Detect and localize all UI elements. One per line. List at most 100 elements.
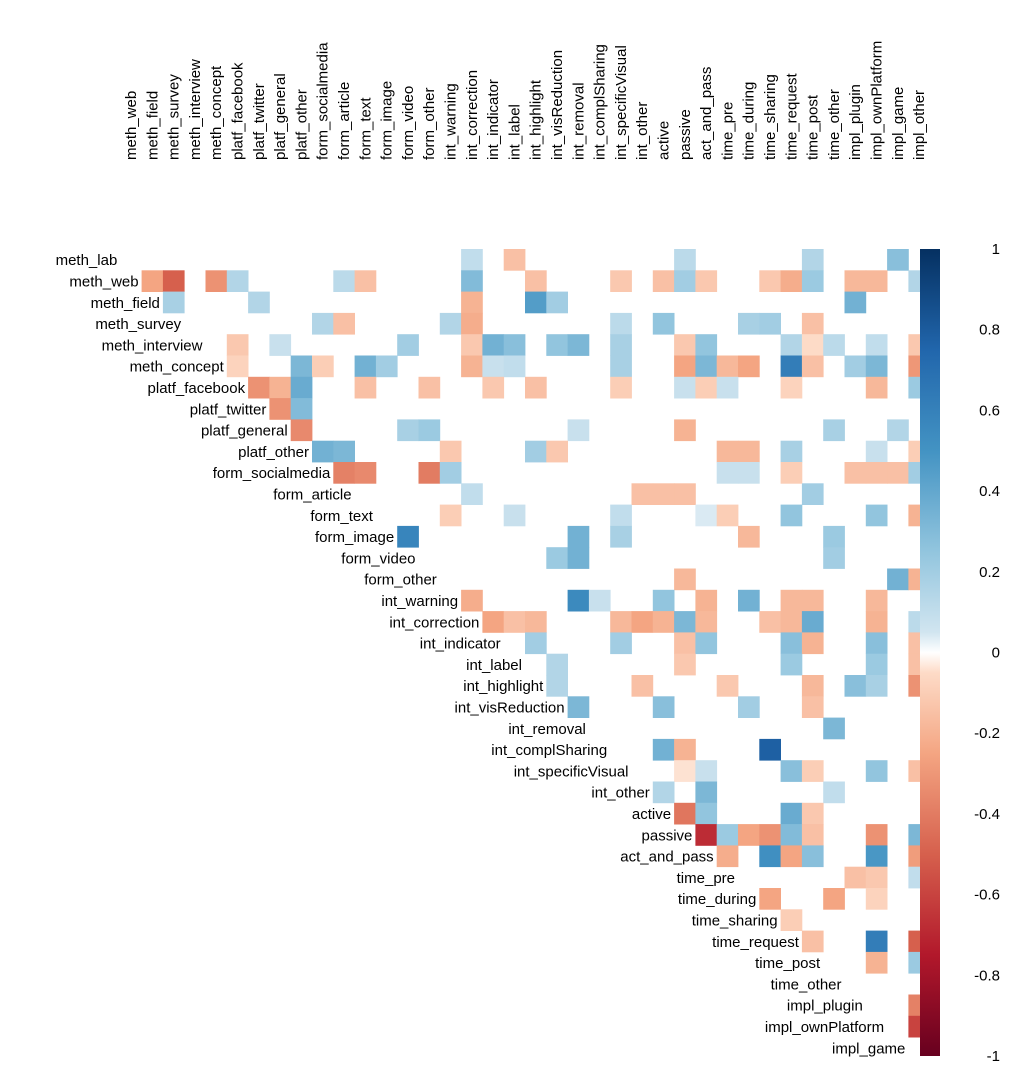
row-label: int_warning xyxy=(381,593,458,610)
heatmap-cell xyxy=(865,462,888,484)
legend-tick-label: 1 xyxy=(992,241,1000,258)
heatmap-cell xyxy=(738,355,760,378)
column-label: form_video xyxy=(400,86,417,160)
legend-tick-label: -1 xyxy=(987,1048,1000,1065)
heatmap-cell xyxy=(780,845,803,868)
heatmap-cell xyxy=(226,334,249,356)
heatmap-cell xyxy=(865,888,888,910)
heatmap-cell xyxy=(610,334,632,356)
heatmap-cell xyxy=(865,675,888,697)
row-label: form_image xyxy=(315,529,394,546)
column-label: form_image xyxy=(379,81,396,160)
column-label: form_text xyxy=(357,97,374,160)
heatmap-cell xyxy=(567,696,590,718)
heatmap-cell xyxy=(780,355,803,378)
heatmap-cell xyxy=(865,866,888,889)
heatmap-cell xyxy=(269,398,292,420)
column-label: impl_plugin xyxy=(847,84,864,160)
heatmap-cell xyxy=(759,738,781,761)
heatmap-cell xyxy=(780,270,803,292)
heatmap-cell xyxy=(397,334,419,356)
heatmap-cell xyxy=(546,547,568,569)
heatmap-cell xyxy=(801,760,824,782)
heatmap-cell xyxy=(354,376,377,399)
heatmap-cell xyxy=(759,270,781,292)
heatmap-cell xyxy=(780,824,803,846)
column-label: impl_ownPlatform xyxy=(868,41,885,160)
column-labels: meth_web meth_field meth_survey meth_interv… xyxy=(123,41,928,160)
row-label: platf_general xyxy=(201,423,288,440)
row-label: time_pre xyxy=(677,870,735,887)
row-label: impl_game xyxy=(832,1040,905,1057)
column-label: platf_twitter xyxy=(251,83,268,160)
heatmap-cell xyxy=(439,462,462,484)
heatmap-cell xyxy=(546,334,568,356)
heatmap-cell xyxy=(652,781,675,804)
heatmap-cell xyxy=(865,270,888,292)
heatmap-cell xyxy=(801,802,824,825)
heatmap-cell xyxy=(525,376,547,399)
heatmap-cell xyxy=(865,611,888,633)
column-label: active xyxy=(655,121,672,160)
heatmap-cell xyxy=(780,334,803,356)
heatmap-cell xyxy=(865,440,888,463)
heatmap-cell xyxy=(780,376,803,399)
heatmap-cell xyxy=(801,334,824,356)
heatmap-cell xyxy=(780,589,803,612)
heatmap-cell xyxy=(652,270,675,292)
heatmap-cell xyxy=(801,589,824,612)
row-label: meth_web xyxy=(69,273,138,290)
heatmap-cell xyxy=(865,632,888,655)
heatmap-cell xyxy=(865,845,888,868)
heatmap-cell xyxy=(418,376,441,399)
heatmap-cell xyxy=(695,824,718,846)
heatmap-cell xyxy=(738,462,760,484)
row-label: form_video xyxy=(341,550,415,567)
heatmap-cell xyxy=(461,334,483,356)
heatmap-cell xyxy=(695,270,718,292)
legend-tick-label: -0.4 xyxy=(974,806,1000,823)
heatmap-cell xyxy=(439,504,462,527)
row-label: int_specificVisual xyxy=(514,763,629,780)
heatmap-cell xyxy=(780,909,803,931)
heatmap-cell xyxy=(631,483,654,505)
heatmap-cell xyxy=(801,312,824,335)
legend-tick-label: 0 xyxy=(992,645,1000,662)
heatmap-cell xyxy=(695,589,718,612)
heatmap-cell xyxy=(567,334,590,356)
heatmap-cell xyxy=(801,355,824,378)
heatmap-cell xyxy=(312,355,334,378)
heatmap-cell xyxy=(823,547,845,569)
heatmap-cell xyxy=(610,525,632,548)
heatmap-cell xyxy=(674,738,696,761)
heatmap-cell xyxy=(844,291,867,314)
column-label: meth_field xyxy=(144,91,161,160)
heatmap-cell xyxy=(674,802,696,825)
heatmap-cell xyxy=(269,376,292,399)
row-label: int_correction xyxy=(389,614,479,631)
row-label: meth_interview xyxy=(102,337,203,354)
column-label: meth_concept xyxy=(208,65,225,160)
heatmap-cell xyxy=(418,462,441,484)
heatmap-cell xyxy=(290,398,313,420)
heatmap-cell xyxy=(780,653,803,676)
row-label: platf_twitter xyxy=(190,401,267,418)
legend-tick-label: 0.8 xyxy=(979,322,1000,339)
heatmap-cell xyxy=(674,760,696,782)
heatmap-cell xyxy=(375,355,398,378)
heatmap-cell xyxy=(482,376,505,399)
heatmap-cell xyxy=(716,504,739,527)
heatmap-cell xyxy=(397,525,419,548)
row-label: form_article xyxy=(273,486,351,503)
column-label: form_article xyxy=(336,82,353,160)
column-label: int_visReduction xyxy=(549,50,566,160)
heatmap-cell xyxy=(525,291,547,314)
heatmap-cell xyxy=(290,419,313,442)
heatmap-cell xyxy=(780,760,803,782)
heatmap-cell xyxy=(674,249,696,271)
heatmap-cell xyxy=(823,888,845,910)
column-label: act_and_pass xyxy=(698,67,715,160)
heatmap-cell xyxy=(610,355,632,378)
column-label: time_sharing xyxy=(762,74,779,160)
heatmap-cell xyxy=(738,824,760,846)
